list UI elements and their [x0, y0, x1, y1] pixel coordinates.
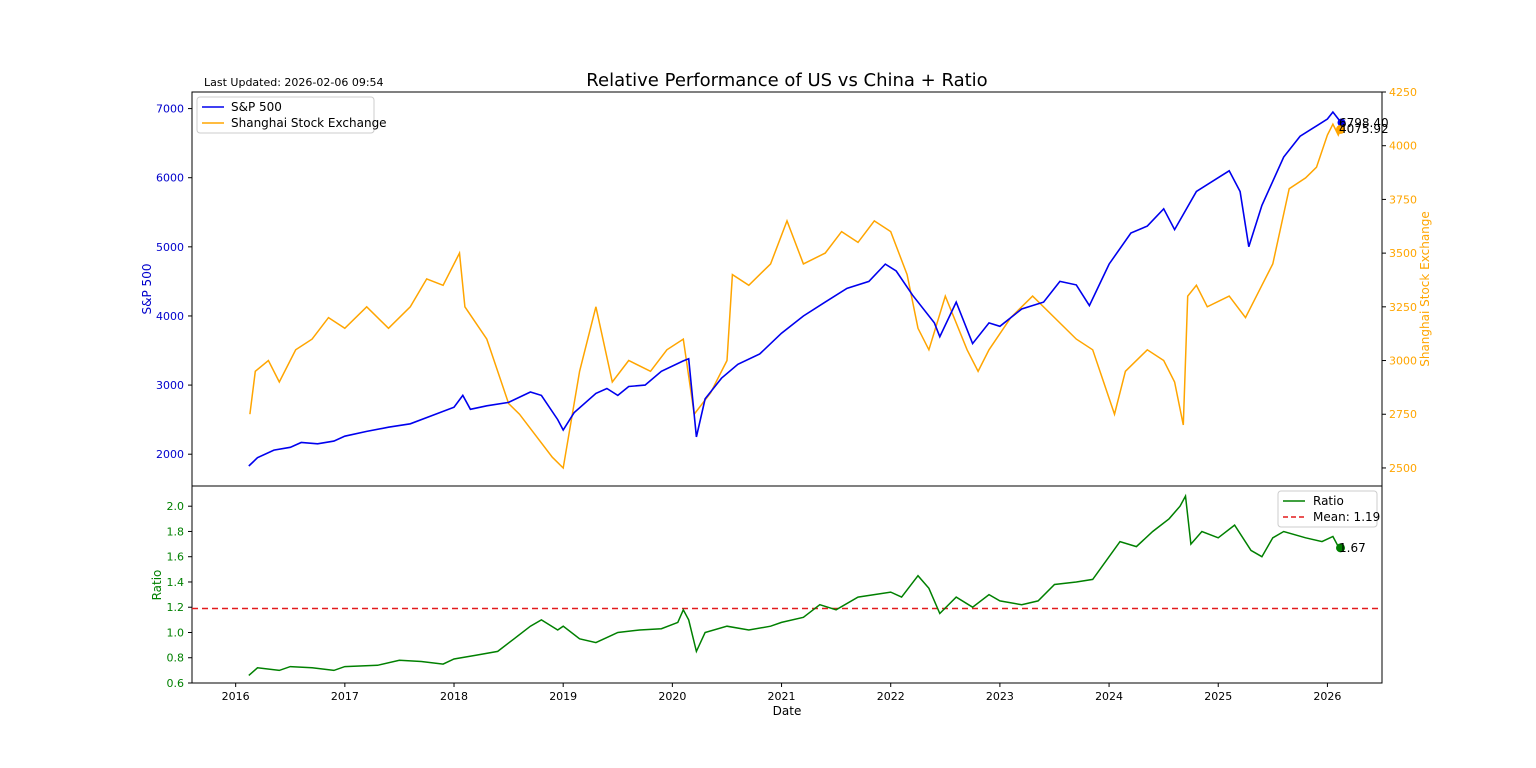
sp500-axis-label: S&P 500	[140, 264, 154, 315]
date-axis-label: Date	[773, 704, 802, 718]
sp500-last-point	[1337, 118, 1346, 127]
ratio-series-line	[248, 493, 1341, 676]
sp500-tick-label: 7000	[156, 103, 184, 116]
date-tick-label: 2021	[768, 690, 796, 703]
shanghai-tick-label: 2500	[1389, 462, 1417, 475]
date-tick-label: 2019	[549, 690, 577, 703]
shanghai-y-axis: 2500 2750 3000 3250 3500 3750 4000 4250	[1382, 86, 1417, 475]
shanghai-series-line	[249, 122, 1342, 470]
chart-title: Relative Performance of US vs China + Ra…	[586, 70, 987, 91]
shanghai-tick-label: 2750	[1389, 408, 1417, 421]
legend-label-sp500: S&P 500	[231, 100, 282, 114]
bottom-plot-frame	[191, 485, 1383, 684]
ratio-axis-label: Ratio	[150, 570, 164, 601]
shanghai-tick-label: 4250	[1389, 86, 1417, 99]
legend-label-shanghai: Shanghai Stock Exchange	[231, 116, 387, 130]
shanghai-tick-label: 3250	[1389, 301, 1417, 314]
sp500-y-axis: 2000 3000 4000 5000 6000 7000	[156, 103, 192, 461]
date-tick-label: 2026	[1313, 690, 1341, 703]
sp500-tick-label: 2000	[156, 448, 184, 461]
ratio-tick-label: 1.8	[167, 525, 185, 538]
sp500-tick-label: 4000	[156, 310, 184, 323]
ratio-tick-label: 0.6	[167, 677, 185, 690]
ratio-tick-label: 1.2	[167, 601, 185, 614]
top-plot-frame	[191, 91, 1383, 487]
date-tick-label: 2016	[222, 690, 250, 703]
shanghai-last-value-label: 4075.92	[1339, 122, 1389, 136]
shanghai-tick-label: 3000	[1389, 355, 1417, 368]
ratio-y-axis: 0.6 0.8 1.0 1.2 1.4 1.6 1.8 2.0	[167, 500, 192, 690]
date-tick-label: 2022	[877, 690, 905, 703]
date-tick-label: 2023	[986, 690, 1014, 703]
date-tick-label: 2018	[440, 690, 468, 703]
date-tick-label: 2020	[658, 690, 686, 703]
date-x-axis: 2016 2017 2018 2019 2020 2021 2022 2023 2024 2025…	[222, 683, 1341, 703]
date-tick-label: 2025	[1204, 690, 1232, 703]
last-updated-text: Last Updated: 2026-02-06 09:54	[204, 76, 384, 89]
ratio-last-value-label: 1.67	[1339, 541, 1366, 555]
shanghai-axis-label: Shanghai Stock Exchange	[1418, 211, 1432, 367]
ratio-tick-label: 1.6	[167, 551, 185, 564]
date-tick-label: 2017	[331, 690, 359, 703]
shanghai-tick-label: 3750	[1389, 193, 1417, 206]
bottom-legend: Ratio Mean: 1.19	[1277, 490, 1380, 528]
top-legend-box	[196, 96, 375, 134]
shanghai-last-point	[1336, 124, 1346, 134]
legend-label-ratio: Ratio	[1313, 494, 1344, 508]
ratio-tick-label: 2.0	[167, 500, 185, 513]
legend-label-mean: Mean: 1.19	[1313, 510, 1380, 524]
ratio-tick-label: 1.4	[167, 576, 185, 589]
sp500-tick-label: 5000	[156, 241, 184, 254]
shanghai-tick-label: 3500	[1389, 247, 1417, 260]
top-legend: S&P 500 Shanghai Stock Exchange	[196, 96, 387, 134]
sp500-tick-label: 3000	[156, 379, 184, 392]
bottom-legend-box	[1277, 490, 1378, 528]
sp500-tick-label: 6000	[156, 172, 184, 185]
ratio-tick-label: 1.0	[167, 626, 185, 639]
sp500-last-value-label: 6798.40	[1339, 116, 1389, 130]
shanghai-tick-label: 4000	[1389, 140, 1417, 153]
ratio-last-point	[1336, 543, 1346, 553]
ratio-tick-label: 0.8	[167, 652, 185, 665]
sp500-series-line	[248, 110, 1342, 467]
date-tick-label: 2024	[1095, 690, 1123, 703]
